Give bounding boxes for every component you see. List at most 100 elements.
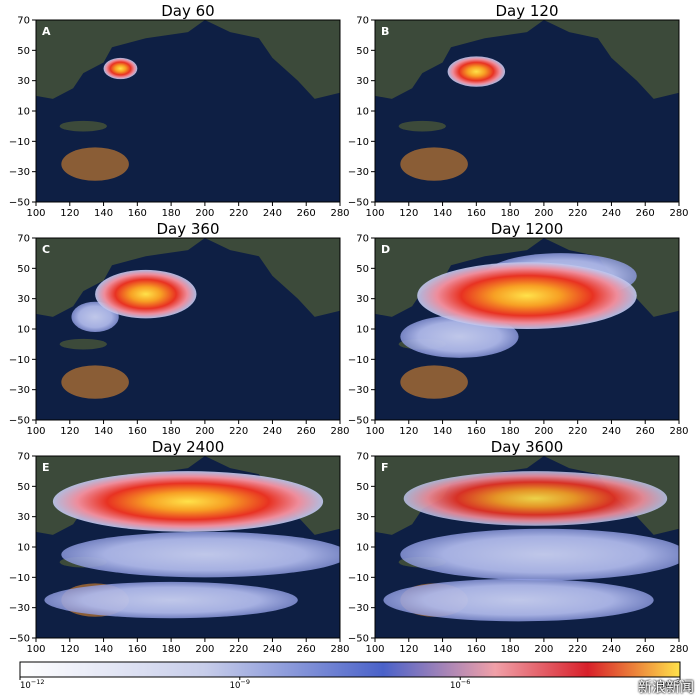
land-indonesia	[398, 120, 446, 132]
y-tick-label: −50	[9, 416, 30, 427]
y-tick-label: −10	[348, 137, 369, 148]
x-tick-label: 180	[162, 644, 181, 655]
land-australia	[61, 365, 129, 399]
y-tick-label: 70	[17, 452, 30, 463]
y-tick-label: −10	[348, 355, 369, 366]
y-tick-label: −10	[348, 573, 369, 584]
x-tick-label: 240	[263, 644, 282, 655]
map-area	[36, 238, 340, 420]
x-tick-label: 100	[26, 208, 45, 219]
y-tick-label: 70	[17, 234, 30, 245]
y-tick-label: 50	[356, 482, 369, 493]
x-tick-label: 200	[195, 208, 214, 219]
colorbar-tick-label: 10−6	[450, 678, 470, 691]
map-area	[375, 238, 679, 420]
land-indonesia	[59, 338, 107, 350]
panel-letter: B	[381, 25, 389, 38]
y-tick-label: −30	[348, 167, 369, 178]
map-area	[36, 20, 340, 202]
y-tick-label: 30	[356, 512, 369, 523]
x-tick-label: 260	[297, 208, 316, 219]
spread-1	[383, 578, 654, 622]
x-tick-label: 180	[501, 644, 520, 655]
y-tick-label: 50	[17, 46, 30, 57]
x-tick-label: 140	[433, 208, 452, 219]
panel-a: A Day 60 100 120 140 160 180 200 220 240 260 280 70 5…	[9, 2, 350, 219]
x-tick-label: 280	[330, 644, 349, 655]
x-tick-label: 160	[128, 644, 147, 655]
plume-0	[95, 269, 197, 319]
plume-0	[417, 262, 637, 329]
y-tick-label: 30	[356, 294, 369, 305]
y-tick-label: −30	[9, 603, 30, 614]
land-asia	[375, 238, 544, 317]
x-tick-label: 200	[534, 208, 553, 219]
x-tick-label: 100	[365, 644, 384, 655]
x-tick-label: 160	[128, 426, 147, 437]
panel-e: E Day 2400 100 120 140 160 180 200 220 240 260 280 7…	[9, 438, 350, 655]
x-tick-label: 120	[399, 644, 418, 655]
x-tick-label: 140	[433, 426, 452, 437]
x-tick-label: 100	[365, 426, 384, 437]
x-tick-label: 160	[467, 644, 486, 655]
x-tick-label: 240	[602, 426, 621, 437]
x-tick-label: 100	[26, 644, 45, 655]
y-tick-label: 30	[17, 76, 30, 87]
plume-0	[52, 471, 324, 532]
land-australia	[400, 365, 468, 399]
x-tick-label: 260	[636, 426, 655, 437]
x-tick-label: 220	[229, 644, 248, 655]
land-north-america	[543, 238, 679, 317]
x-tick-label: 140	[94, 644, 113, 655]
y-tick-label: 10	[356, 107, 369, 118]
watermark: 新浪新闻	[638, 680, 694, 696]
x-tick-label: 140	[433, 644, 452, 655]
x-tick-label: 280	[669, 208, 688, 219]
y-tick-label: −30	[348, 385, 369, 396]
map-area	[36, 456, 340, 638]
y-tick-label: −30	[9, 385, 30, 396]
x-tick-label: 120	[60, 644, 79, 655]
y-tick-label: −10	[9, 573, 30, 584]
x-tick-label: 140	[94, 426, 113, 437]
y-tick-label: −10	[9, 355, 30, 366]
panel-b: B Day 120 100 120 140 160 180 200 220 240 260 280 70…	[348, 2, 689, 219]
panel-d: D Day 1200 100 120 140 160 180 200 220 240 260 280 7…	[348, 220, 689, 437]
panel-letter: C	[42, 243, 50, 256]
land-north-america	[543, 456, 679, 535]
panel-title: Day 360	[156, 220, 219, 238]
x-tick-label: 220	[568, 426, 587, 437]
x-tick-label: 180	[162, 426, 181, 437]
y-tick-label: 70	[17, 16, 30, 27]
spread-1	[44, 581, 298, 619]
land-north-america	[204, 238, 340, 317]
x-tick-label: 120	[60, 208, 79, 219]
panel-title: Day 120	[495, 2, 558, 20]
y-tick-label: −30	[348, 603, 369, 614]
x-tick-label: 260	[636, 208, 655, 219]
y-tick-label: 10	[17, 543, 30, 554]
x-tick-label: 240	[602, 208, 621, 219]
y-tick-label: 50	[17, 482, 30, 493]
plume-0	[403, 471, 668, 526]
x-tick-label: 240	[602, 644, 621, 655]
y-tick-label: −10	[9, 137, 30, 148]
y-tick-label: 10	[356, 325, 369, 336]
x-tick-label: 220	[229, 208, 248, 219]
plume-0	[103, 57, 138, 80]
x-tick-label: 120	[60, 426, 79, 437]
colorbar-tick-label: 10−12	[20, 678, 45, 691]
land-north-america	[204, 20, 340, 99]
x-tick-label: 160	[128, 208, 147, 219]
spread-0	[400, 528, 679, 581]
land-asia	[36, 238, 205, 317]
panel-letter: E	[42, 461, 50, 474]
x-tick-label: 220	[568, 644, 587, 655]
y-tick-label: 30	[356, 76, 369, 87]
x-tick-label: 280	[330, 208, 349, 219]
x-tick-label: 240	[263, 208, 282, 219]
colorbar-tick-label: 10−9	[230, 678, 250, 691]
colorbar-tick-label: 10−3	[660, 678, 680, 691]
x-tick-label: 220	[229, 426, 248, 437]
